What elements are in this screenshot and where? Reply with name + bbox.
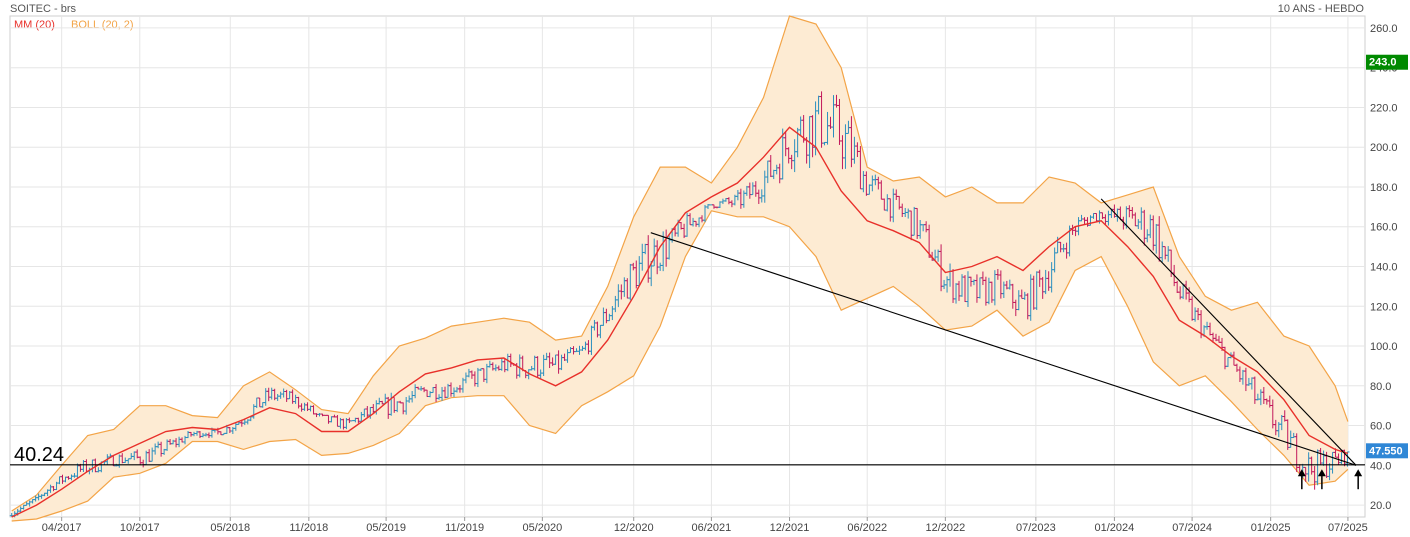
y-tick-label: 100.0 (1370, 341, 1398, 353)
price-badge-243: 243.0 (1369, 57, 1397, 69)
chart-title: SOITEC - brs (10, 3, 77, 15)
bollinger-fill (11, 16, 1348, 521)
y-tick-label: 140.0 (1370, 262, 1398, 274)
y-tick-label: 160.0 (1370, 222, 1398, 234)
last-price-badge-bg (1366, 443, 1408, 459)
bollinger-band (11, 15, 1349, 522)
x-tick-label: 12/2021 (770, 522, 810, 534)
last-price-badge: 47.550 (1369, 445, 1403, 457)
support-label: 40.24 (14, 444, 64, 466)
y-tick-label: 180.0 (1370, 182, 1398, 194)
y-tick-label: 40.0 (1370, 460, 1391, 472)
x-tick-label: 06/2021 (692, 522, 732, 534)
x-tick-label: 11/2019 (445, 522, 484, 534)
trendline (650, 232, 1357, 466)
up-arrow-head (1317, 469, 1326, 477)
bollinger-lower (11, 210, 1349, 522)
y-tick-label: 260.0 (1370, 23, 1398, 35)
axes: 20.0 40.0 60.0 80.0 100.0 120.0 140.0 160.0 180.… (42, 23, 1408, 534)
y-tick-label: 120.0 (1370, 301, 1398, 313)
x-tick-label: 06/2022 (847, 522, 887, 534)
up-arrow-head (1354, 469, 1363, 477)
y-tick-label: 80.0 (1370, 381, 1391, 393)
x-tick-label: 07/2024 (1172, 522, 1212, 534)
trendlines: 40.24 (10, 198, 1365, 490)
x-tick-label: 05/2019 (366, 522, 406, 534)
trendline (1100, 198, 1357, 466)
x-tick-label: 07/2023 (1016, 522, 1056, 534)
y-tick-label: 200.0 (1370, 142, 1398, 154)
up-arrow-head (1297, 469, 1306, 477)
x-tick-label: 01/2025 (1251, 522, 1291, 534)
x-tick-label: 12/2022 (925, 522, 965, 534)
x-tick-label: 11/2018 (289, 522, 328, 534)
moving-average (11, 126, 1349, 518)
y-tick-label: 60.0 (1370, 421, 1391, 433)
x-tick-label: 04/2017 (42, 522, 82, 534)
x-tick-label: 01/2024 (1095, 522, 1135, 534)
x-tick-label: 12/2020 (614, 522, 654, 534)
y-tick-label: 220.0 (1370, 102, 1398, 114)
y-tick-label: 20.0 (1370, 500, 1391, 512)
chart-period: 10 ANS - HEBDO (1277, 3, 1364, 15)
x-tick-label: 05/2018 (210, 522, 250, 534)
x-tick-label: 07/2025 (1328, 522, 1368, 534)
ma-line (11, 126, 1349, 518)
bollinger-upper (11, 15, 1349, 512)
x-tick-label: 05/2020 (522, 522, 562, 534)
x-tick-label: 10/2017 (120, 522, 160, 534)
price-badge-243-bg (1366, 54, 1408, 70)
